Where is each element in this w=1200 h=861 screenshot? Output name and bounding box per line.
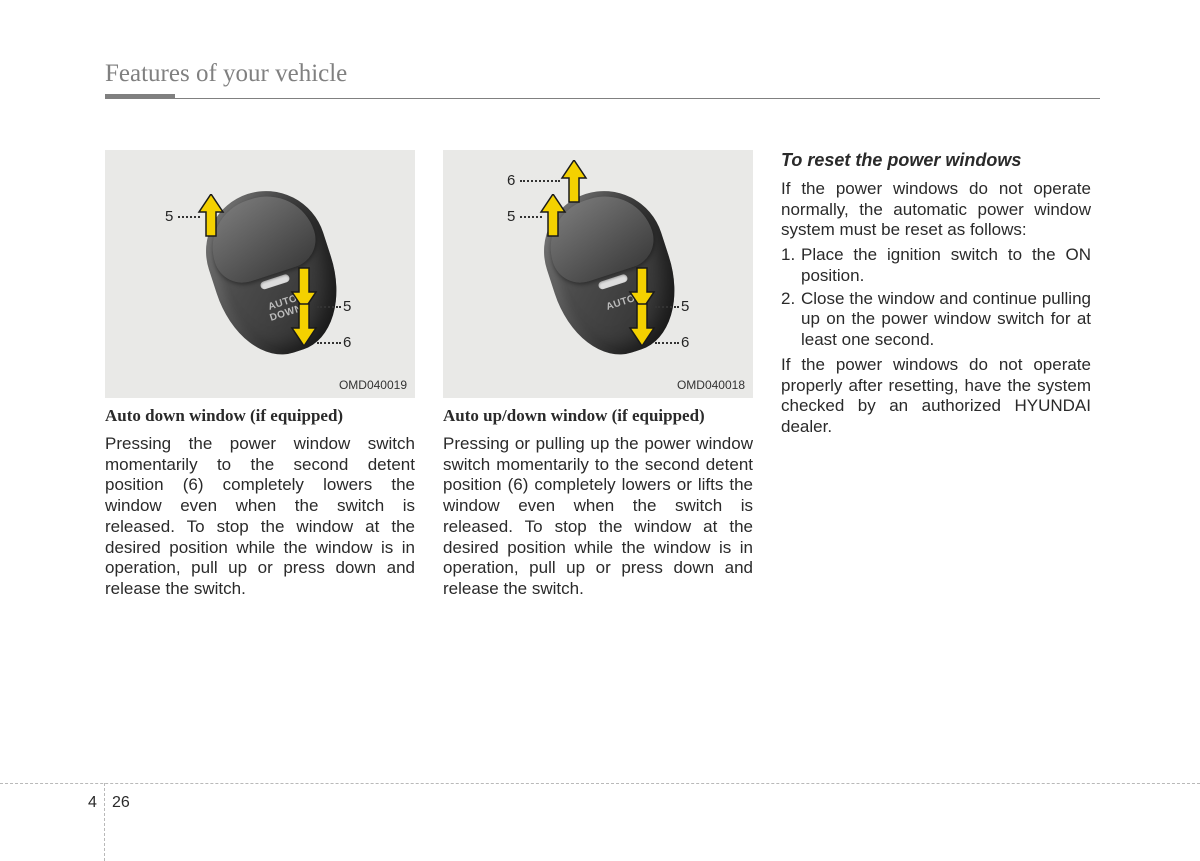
arrow-up-icon <box>539 194 567 238</box>
footer-divider <box>104 783 105 861</box>
arrow-down-icon <box>628 302 656 346</box>
section-title: Features of your vehicle <box>105 60 1100 88</box>
callout-6: 6 <box>681 334 689 351</box>
list-item: 2.Close the window and continue pulling … <box>781 289 1091 351</box>
callout-5: 5 <box>343 298 351 315</box>
callout-leader <box>317 342 341 344</box>
figure-auto-down: AUTO DOWN 5 5 6 OMD040019 <box>105 150 415 398</box>
col1-body: Pressing the power window switch momenta… <box>105 434 415 600</box>
column-3: To reset the power windows If the power … <box>781 150 1091 600</box>
switch-label: AUTO <box>562 280 679 327</box>
figure-code: OMD040018 <box>677 378 745 392</box>
callout-leader <box>520 216 542 218</box>
callout-leader <box>655 306 679 308</box>
list-item: 1.Place the ignition switch to the ON po… <box>781 245 1091 286</box>
callout-leader <box>655 342 679 344</box>
arrow-down-icon <box>290 302 318 346</box>
switch-label: AUTO DOWN <box>224 280 345 337</box>
col2-body: Pressing or pulling up the power window … <box>443 434 753 600</box>
footer-rule <box>0 783 1200 784</box>
callout-leader <box>520 180 560 182</box>
col3-heading: To reset the power windows <box>781 150 1091 171</box>
arrow-up-icon <box>197 194 225 238</box>
column-1: AUTO DOWN 5 5 6 OMD040019 <box>105 150 415 600</box>
figure-code: OMD040019 <box>339 378 407 392</box>
manual-page: Features of your vehicle AUTO DOWN 5 <box>0 0 1200 861</box>
column-2: AUTO 6 5 <box>443 150 753 600</box>
col3-outro: If the power windows do not operate prop… <box>781 355 1091 438</box>
content-columns: AUTO DOWN 5 5 6 OMD040019 <box>105 150 1100 600</box>
col1-heading: Auto down window (if equipped) <box>105 406 415 426</box>
figure-auto-up-down: AUTO 6 5 <box>443 150 753 398</box>
callout-6: 6 <box>343 334 351 351</box>
col2-heading: Auto up/down window (if equipped) <box>443 406 753 426</box>
chapter-number: 4 <box>88 794 97 812</box>
callout-5: 5 <box>507 208 515 225</box>
callout-6: 6 <box>507 172 515 189</box>
col3-steps: 1.Place the ignition switch to the ON po… <box>781 245 1091 351</box>
header-rule <box>105 94 1100 100</box>
callout-5: 5 <box>681 298 689 315</box>
page-number: 26 <box>112 794 130 812</box>
callout-leader <box>178 216 200 218</box>
callout-leader <box>317 306 341 308</box>
col3-intro: If the power windows do not operate norm… <box>781 179 1091 241</box>
callout-5: 5 <box>165 208 173 225</box>
